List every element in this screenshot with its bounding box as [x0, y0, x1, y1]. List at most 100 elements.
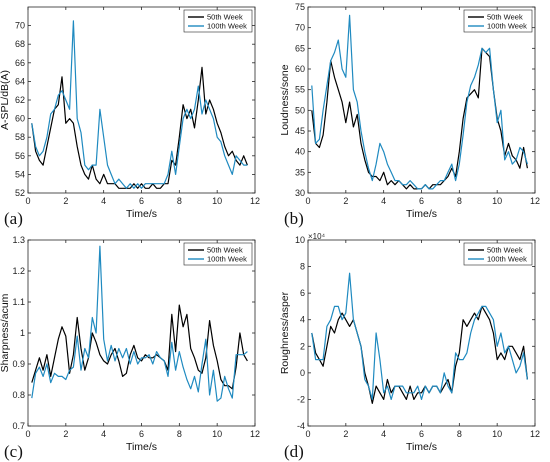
x-tick-label: 0 [305, 429, 310, 439]
y-tick-label: 70 [295, 23, 305, 33]
y-tick-label: 40 [295, 147, 305, 157]
y-tick-label: 66 [15, 58, 25, 68]
x-tick-label: 6 [139, 196, 144, 206]
panel-label: (d) [284, 442, 304, 461]
x-tick-label: 12 [530, 429, 540, 439]
x-tick-label: 4 [381, 429, 386, 439]
y-tick-label: 70 [15, 21, 25, 31]
plot-frame [27, 239, 256, 427]
y-tick-label: 35 [295, 167, 305, 177]
x-tick-label: 8 [177, 196, 182, 206]
x-tick-label: 4 [101, 429, 106, 439]
y-axis-label: A-SPL/dB(A) [0, 70, 11, 130]
y-tick-label: 6 [300, 288, 305, 298]
y-tick-label: 62 [15, 95, 25, 105]
x-tick-label: 4 [101, 196, 106, 206]
x-axis-label: Time/s [126, 441, 157, 453]
x-tick-label: 10 [492, 429, 502, 439]
x-tick-label: 12 [250, 429, 260, 439]
panel-label: (b) [284, 209, 304, 228]
y-tick-label: 56 [15, 151, 25, 161]
series-line-week-100 [31, 245, 248, 402]
x-axis-label: Time/s [406, 208, 437, 220]
y-tick-label: 1.1 [12, 297, 25, 307]
y-tick-label: 2 [300, 341, 305, 351]
y-tick-label: 75 [295, 2, 305, 12]
x-tick-label: 2 [343, 196, 348, 206]
y-tick-label: 54 [15, 169, 25, 179]
y-tick-label: 4 [300, 315, 305, 325]
y-tick-label: 55 [295, 85, 305, 95]
series-line-week-100 [31, 20, 248, 189]
y-tick-label: 8 [300, 262, 305, 272]
y-tick-label: -2 [297, 394, 305, 404]
legend-entry: 100th Week [487, 22, 527, 31]
y-tick-label: -4 [297, 421, 305, 431]
y-tick-label: 60 [295, 64, 305, 74]
panel-label: (a) [4, 209, 23, 228]
y-tick-label: 1.3 [12, 235, 25, 245]
y-tick-label: 1.2 [12, 266, 25, 276]
x-tick-label: 8 [457, 196, 462, 206]
y-tick-label: 58 [15, 132, 25, 142]
y-tick-label: 52 [15, 188, 25, 198]
x-tick-label: 6 [139, 429, 144, 439]
x-axis-label: Time/s [406, 441, 437, 453]
x-tick-label: 6 [419, 429, 424, 439]
legend-entry: 100th Week [207, 22, 247, 31]
y-axis-label: Loudness/sone [279, 64, 291, 135]
x-tick-label: 8 [177, 429, 182, 439]
x-tick-label: 10 [212, 196, 222, 206]
legend-entry: 50th Week [207, 246, 243, 255]
y-tick-label: 45 [295, 126, 305, 136]
y-tick-label: 65 [295, 43, 305, 53]
x-axis-label: Time/s [126, 208, 157, 220]
x-tick-label: 10 [492, 196, 502, 206]
y-tick-label: 30 [295, 188, 305, 198]
series-line-week-100 [311, 272, 528, 400]
chart-panel-2: 0 2 4 6 8 10 12 30 35 40 45 50 55 60 65 70 75 Time/s Loudn… [279, 2, 540, 228]
x-tick-label: 0 [25, 196, 30, 206]
x-tick-label: 2 [343, 429, 348, 439]
legend-entry: 50th Week [207, 13, 243, 22]
legend-entry: 100th Week [207, 255, 247, 264]
chart-panel-1: 0 2 4 6 8 10 1252545658606264666870Time/sA-SPL… [0, 6, 260, 228]
y-tick-label: 68 [15, 39, 25, 49]
x-tick-label: 6 [419, 196, 424, 206]
y-tick-label: 60 [15, 114, 25, 124]
x-tick-label: 2 [63, 429, 68, 439]
series-line-week-50 [31, 304, 248, 390]
x-tick-label: 10 [212, 429, 222, 439]
x-tick-label: 2 [63, 196, 68, 206]
chart-panel-3: 0 2 4 6 8 10 12 0.7 0.8 0.9 1 1.1 1.2 1.3 Time/s Sharpn… [0, 235, 260, 461]
x-tick-label: 0 [305, 196, 310, 206]
y-tick-label: 0.9 [12, 359, 25, 369]
x-tick-label: 4 [381, 196, 386, 206]
x-tick-label: 8 [457, 429, 462, 439]
y-axis-label: Roughness/asper [279, 291, 291, 374]
y-tick-label: 64 [15, 76, 25, 86]
plot-frame [307, 239, 536, 427]
y-tick-label: 1 [20, 328, 25, 338]
legend-entry: 100th Week [487, 255, 527, 264]
y-tick-label: 0.8 [12, 390, 25, 400]
x-tick-label: 12 [530, 196, 540, 206]
y-tick-label: 0.7 [12, 421, 25, 431]
legend-entry: 50th Week [487, 13, 523, 22]
y-axis-label: Sharpness/acum [0, 293, 11, 372]
y-tick-label: 10 [295, 235, 305, 245]
plot-frame [27, 6, 256, 194]
x-tick-label: 0 [25, 429, 30, 439]
panel-label: (c) [4, 442, 23, 461]
series-line-week-100 [311, 14, 528, 190]
y-exponent-label: ×10⁴ [308, 232, 326, 241]
legend-entry: 50th Week [487, 246, 523, 255]
x-tick-label: 12 [250, 196, 260, 206]
y-tick-label: 0 [300, 368, 305, 378]
